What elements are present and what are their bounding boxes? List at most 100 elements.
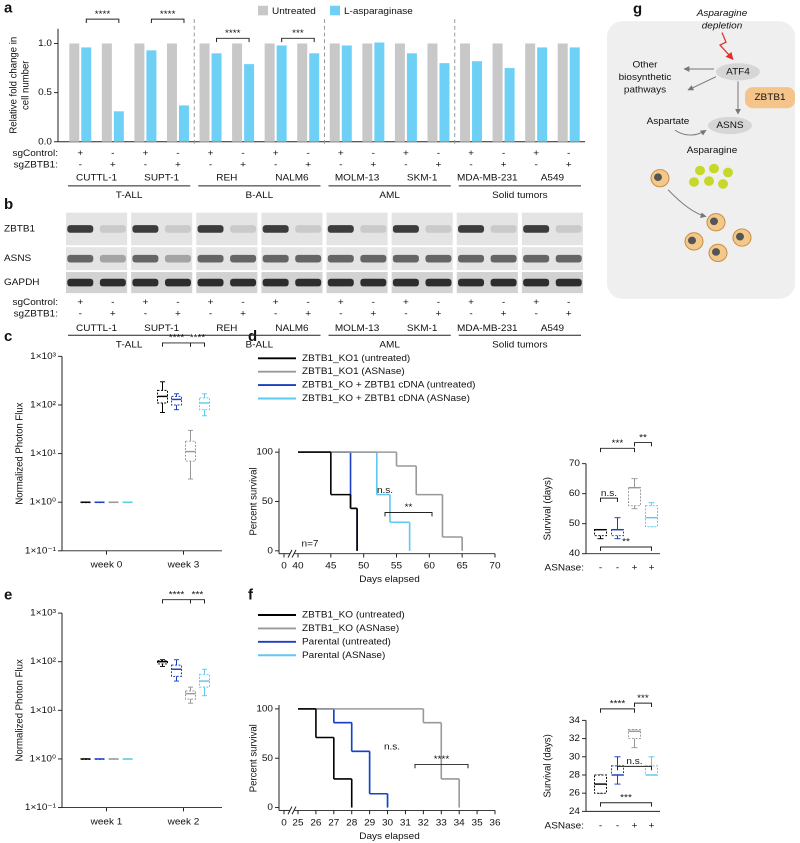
legend-label: Parental (untreated) — [302, 637, 391, 648]
bar — [504, 68, 515, 142]
blot-band — [425, 278, 452, 287]
blot-band — [425, 254, 452, 263]
significance-bracket — [634, 702, 652, 707]
row-sign: + — [370, 309, 376, 320]
y-tick-label: 1×10³ — [30, 351, 57, 362]
blot-band — [425, 225, 452, 233]
supergroup-label: B-ALL — [245, 340, 273, 351]
blot-band — [132, 254, 159, 263]
x-tick-label: 29 — [364, 818, 375, 829]
x-axis-label: Days elapsed — [359, 574, 420, 585]
bar — [101, 43, 112, 142]
panel-letter: g — [633, 2, 642, 18]
row-sign: + — [142, 148, 148, 159]
x-tick-label: + — [649, 563, 655, 574]
diagram-label: depletion — [702, 21, 743, 32]
row-sign: + — [110, 309, 116, 320]
blot-band — [458, 254, 485, 263]
row-sign: + — [338, 297, 344, 308]
node-label: ZBTB1 — [754, 92, 785, 103]
y-tick-label: 1.0 — [38, 38, 52, 49]
significance-label: **** — [434, 754, 450, 765]
legend-label: ZBTB1_KO (ASNase) — [302, 623, 399, 634]
x-tick-label: week 0 — [90, 560, 123, 571]
bar — [199, 43, 210, 142]
y-tick-label: 40 — [569, 548, 581, 559]
blot-band — [555, 278, 582, 287]
row-sign: + — [110, 159, 116, 170]
blot-band — [458, 225, 485, 233]
y-tick-label: 50 — [262, 753, 274, 764]
significance-bracket — [150, 18, 185, 23]
legend-label: ZBTB1_KO1 (untreated) — [302, 353, 410, 364]
arrow — [674, 129, 707, 136]
blot-block — [131, 272, 193, 294]
blot-band — [197, 254, 224, 263]
row-sign: - — [469, 159, 472, 170]
supergroup-label: T-ALL — [116, 340, 143, 351]
y-tick-label: 50 — [262, 496, 274, 507]
row-sign: + — [403, 148, 409, 159]
row-sign: + — [175, 159, 181, 170]
row-sign: + — [338, 148, 344, 159]
row-sign: + — [77, 148, 83, 159]
group-label: A549 — [541, 173, 564, 184]
significance-label: **** — [160, 9, 176, 20]
protein-label: ASNS — [4, 253, 32, 264]
bar — [211, 53, 222, 142]
bar — [427, 43, 438, 142]
row-sign: - — [567, 148, 570, 159]
blot-block — [66, 272, 128, 294]
blot-band — [132, 225, 159, 233]
significance-label: **** — [95, 9, 111, 20]
x-tick-label: 33 — [436, 818, 448, 829]
row-sign: - — [176, 148, 179, 159]
inhibition-arrow — [718, 32, 734, 60]
y-tick-label: 100 — [256, 704, 273, 715]
row-sign: + — [305, 159, 311, 170]
row-sign: - — [534, 309, 537, 320]
x-tick-label: 65 — [457, 561, 469, 572]
y-tick-label: 34 — [569, 715, 581, 726]
blot-block — [391, 272, 453, 294]
box — [171, 395, 182, 406]
supergroup-label: AML — [379, 340, 400, 351]
significance-bracket — [85, 18, 120, 23]
y-axis-label: Percent survival — [248, 724, 259, 792]
blot-band — [132, 278, 159, 287]
blot-band — [523, 225, 550, 233]
y-axis-label: Normalized Photon Flux — [14, 659, 25, 761]
y-axis-label: Normalized Photon Flux — [14, 402, 25, 504]
asparagine-dots — [689, 163, 733, 189]
y-tick-label: 50 — [569, 518, 581, 529]
x-tick-label: week 2 — [167, 817, 200, 828]
row-sign: + — [436, 309, 442, 320]
row-sign: + — [273, 148, 279, 159]
y-tick-label: 70 — [569, 458, 581, 469]
significance-bracket — [281, 37, 315, 43]
row-sign: + — [436, 159, 442, 170]
x-tick-label: + — [632, 820, 638, 831]
legend-swatch — [258, 5, 268, 16]
row-label: sgZBTB1: — [14, 159, 58, 170]
row-sign: - — [144, 159, 147, 170]
blot-block — [326, 272, 388, 294]
y-tick-label: 1×10⁰ — [29, 497, 56, 508]
x-tick-label: 45 — [325, 561, 337, 572]
bar — [69, 43, 80, 142]
blot-band — [392, 254, 419, 263]
group-label: MDA-MB-231 — [457, 323, 518, 334]
blot-block — [196, 247, 258, 271]
significance-bracket — [190, 342, 205, 347]
diagram-label: Asparagine — [687, 145, 738, 156]
row-sign: - — [307, 148, 310, 159]
row-sign: - — [404, 309, 407, 320]
blot-band — [555, 225, 582, 233]
node — [708, 116, 752, 135]
blot-band — [99, 278, 126, 287]
cells — [650, 169, 752, 263]
row-sign: - — [307, 297, 310, 308]
group-label: SKM-1 — [407, 323, 438, 334]
legend-label: ZBTB1_KO + ZBTB1 cDNA (untreated) — [302, 380, 475, 391]
bar — [362, 43, 373, 142]
